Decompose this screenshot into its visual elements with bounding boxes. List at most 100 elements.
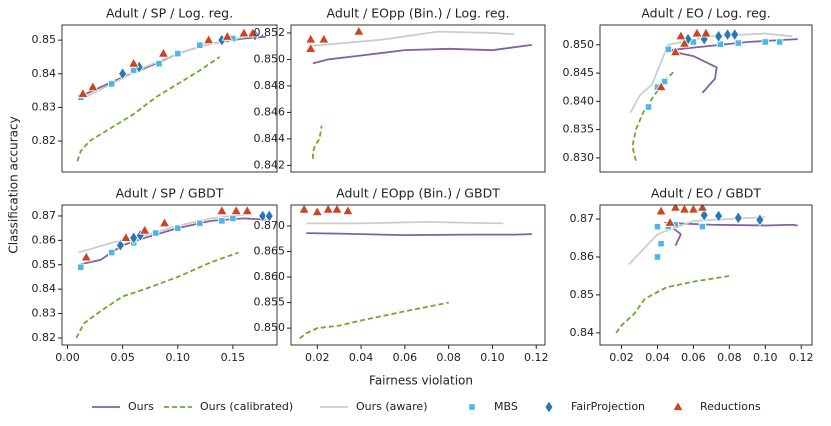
triangle-marker (202, 33, 215, 45)
series-line (311, 125, 323, 159)
square-marker (155, 60, 163, 68)
x-tick-label: 0.04 (645, 351, 670, 364)
x-tick-label: 0.10 (166, 351, 191, 364)
square-marker (196, 41, 204, 49)
y-tick-label: 0.85 (32, 258, 57, 271)
y-tick-label: 0.845 (563, 66, 595, 79)
x-tick-label: 0.10 (480, 351, 505, 364)
triangle-marker (305, 33, 317, 44)
x-tick-label: 0.05 (110, 351, 135, 364)
triangle-marker (678, 37, 691, 48)
legend-label: Ours (aware) (356, 400, 428, 413)
triangle-marker (342, 205, 354, 216)
x-tick-label: 0.02 (609, 351, 634, 364)
series-line (78, 213, 245, 254)
y-tick-label: 0.842 (254, 158, 286, 171)
plot-area (305, 25, 532, 159)
triangle-marker (675, 29, 687, 41)
panel-title: Adult / EO / Log. reg. (641, 6, 770, 21)
x-tick-label: 0.02 (305, 351, 330, 364)
triangle-marker (669, 45, 682, 57)
y-tick-label: 0.85 (570, 288, 595, 301)
series-line (663, 221, 798, 246)
triangle-marker (80, 251, 92, 262)
legend-label: Ours (128, 400, 154, 413)
y-tick-label: 0.850 (563, 38, 595, 51)
y-tick-label: 0.85 (32, 33, 57, 46)
plot-area (298, 205, 532, 340)
triangle-marker (664, 216, 676, 227)
axes-frame (290, 24, 546, 173)
legend-label: Ours (calibrated) (200, 400, 293, 413)
series-line (306, 232, 532, 237)
triangle-marker (687, 205, 700, 214)
diamond-marker (258, 209, 268, 223)
square-marker (716, 40, 724, 48)
square-marker (77, 263, 85, 271)
triangle-marker (127, 57, 140, 68)
diamond-marker (730, 27, 740, 42)
y-tick-label: 0.84 (32, 67, 57, 80)
square-marker (734, 39, 742, 47)
y-tick-label: 0.87 (570, 212, 595, 225)
triangle-marker (139, 224, 151, 235)
triangle-marker (318, 33, 330, 44)
axes-frame (290, 204, 546, 346)
triangle-marker (158, 216, 171, 228)
series-line (78, 217, 267, 266)
plot-area (615, 205, 798, 334)
y-tick-label: 0.830 (563, 151, 595, 164)
series-line (299, 301, 449, 340)
square-marker (698, 223, 707, 231)
y-tick-label: 0.870 (254, 219, 286, 232)
triangle-marker (353, 25, 365, 36)
triangle-marker (311, 205, 323, 217)
diamond-marker (755, 213, 765, 227)
panel-title: Adult / EOpp (Bin.) / GBDT (336, 186, 500, 201)
x-tick-label: 0.08 (436, 351, 461, 364)
y-tick-label: 0.865 (254, 244, 286, 257)
diamond-marker (723, 27, 733, 42)
square-marker (664, 45, 672, 53)
triangle-marker (221, 30, 234, 41)
triangle-marker (298, 205, 310, 214)
x-tick-label: 0.04 (349, 351, 374, 364)
y-tick-label: 0.84 (32, 282, 57, 295)
y-tick-label: 0.850 (254, 52, 286, 65)
series-line (76, 56, 221, 162)
series-line (615, 275, 730, 334)
square-marker (174, 224, 182, 232)
y-tick-label: 0.846 (254, 105, 286, 118)
panel-title: Adult / EO / GBDT (651, 186, 762, 201)
y-tick-label: 0.844 (254, 132, 286, 145)
diamond-marker (699, 208, 709, 222)
triangle-marker (230, 205, 242, 215)
triangle-marker (241, 205, 253, 215)
triangle-marker (157, 47, 170, 58)
square-marker (174, 49, 182, 58)
legend-label: FairProjection (571, 400, 645, 413)
triangle-marker (331, 205, 343, 214)
y-tick-label: 0.848 (254, 79, 286, 92)
diamond-marker (118, 67, 128, 81)
square-marker (661, 77, 669, 86)
triangle-marker (247, 27, 259, 38)
square-marker (776, 38, 784, 46)
legend-label: Reductions (700, 400, 761, 413)
triangle-marker (216, 205, 228, 215)
square-marker (196, 219, 204, 227)
panel-title: Adult / SP / GBDT (116, 186, 224, 201)
triangle-marker (322, 205, 334, 214)
series-line (312, 43, 532, 65)
x-tick-label: 0.12 (789, 351, 814, 364)
triangle-marker (87, 80, 99, 92)
diamond-marker (714, 29, 724, 44)
triangle-marker (696, 205, 709, 212)
legend-label: MBS (494, 400, 518, 413)
y-tick-label: 0.860 (254, 270, 286, 283)
y-tick-label: 0.852 (254, 26, 286, 39)
square-marker (657, 240, 665, 248)
series-line (75, 251, 239, 339)
triangle-marker (238, 27, 250, 38)
